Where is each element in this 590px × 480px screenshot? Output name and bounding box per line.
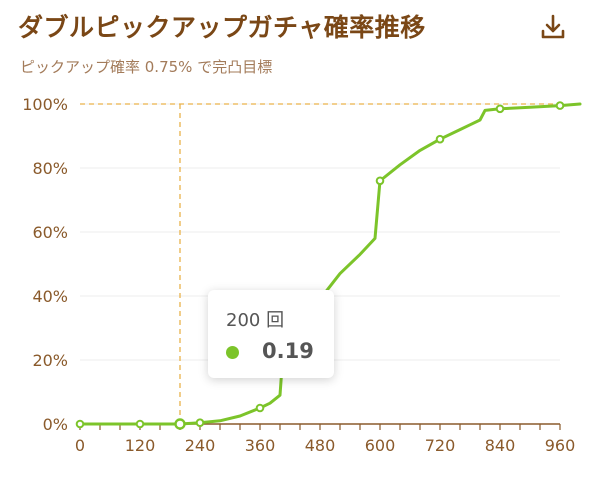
y-tick-label: 40% [32, 287, 68, 306]
data-point [195, 418, 205, 428]
x-tick-label: 0 [75, 436, 85, 455]
tooltip-x-label: 200 回 [226, 310, 285, 331]
data-point [255, 403, 265, 413]
data-point [75, 419, 85, 429]
data-point [495, 104, 505, 114]
x-tick-label: 600 [365, 436, 396, 455]
y-tick-label: 60% [32, 223, 68, 242]
chart-subtitle: ピックアップ確率 0.75% で完凸目標 [20, 58, 273, 76]
data-point [135, 419, 145, 429]
series-layer [75, 101, 582, 430]
x-tick-label: 840 [485, 436, 516, 455]
x-tick-label: 960 [545, 436, 576, 455]
data-point [375, 176, 385, 186]
y-tick-label: 100% [22, 95, 68, 114]
x-tick-label: 360 [245, 436, 276, 455]
highlight-point [174, 418, 186, 430]
data-point [555, 101, 565, 110]
y-tick-label: 20% [32, 351, 68, 370]
x-tick-label: 720 [425, 436, 456, 455]
x-tick-label: 120 [125, 436, 156, 455]
x-tick-label: 240 [185, 436, 216, 455]
data-point [435, 134, 445, 144]
tooltip: 200 回 0.19 [208, 290, 334, 378]
tooltip-series-dot [226, 346, 239, 359]
x-tick-label: 480 [305, 436, 336, 455]
download-icon[interactable] [538, 12, 568, 42]
y-tick-label: 80% [32, 159, 68, 178]
chart-title: ダブルピックアップガチャ確率推移 [18, 13, 426, 42]
tooltip-value: 0.19 [262, 339, 314, 363]
download-icon-graphic [541, 14, 565, 39]
tick-labels: 0% 20% 40% 60% 80% 100% 0 120 240 360 480 600 720 840… [22, 95, 575, 455]
guide-lines [80, 103, 560, 424]
y-tick-label: 0% [43, 415, 68, 434]
